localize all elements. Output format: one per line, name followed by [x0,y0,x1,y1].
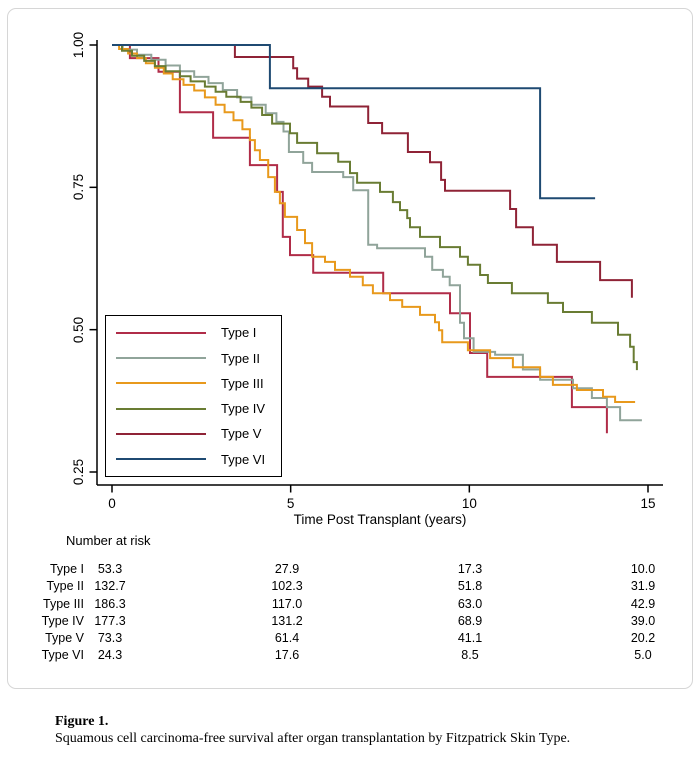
legend-item-type-ii: Type II [116,345,281,370]
x-tick-label: 5 [286,496,295,511]
legend-swatch-type-ii [116,357,206,359]
risk-value: 68.9 [457,614,483,628]
risk-value: 39.0 [630,614,656,628]
y-tick-label: 0.25 [71,458,86,486]
km-curve-type-ii [112,44,642,422]
legend-swatch-type-v [116,432,206,435]
y-tick-label: 0.75 [71,174,86,201]
risk-value: 63.0 [457,597,483,611]
km-curve-type-vi [112,44,596,200]
risk-row-label: Type I [49,562,84,576]
risk-row-type-i: Type I 53.3 27.9 17.3 10.0 [0,562,700,579]
number-at-risk-heading: Number at risk [66,533,151,548]
figure-caption-label: Figure 1. [55,714,109,729]
legend-swatch-type-iii [116,382,206,385]
y-tick-label: 0.50 [71,316,86,343]
km-curve-type-v [112,44,633,298]
risk-value: 42.9 [630,597,656,611]
km-survival-plot [89,40,663,493]
legend-label: Type III [221,375,264,391]
legend-swatch-type-vi [116,458,206,461]
legend-box: Type I Type II Type III Type IV Type V T… [105,315,282,477]
risk-row-type-v: Type V 73.3 61.4 41.1 20.2 [0,631,700,648]
risk-value: 17.3 [457,562,483,576]
risk-value: 5.0 [634,648,652,662]
legend-swatch-type-i [116,331,206,334]
risk-value: 24.3 [97,648,123,662]
risk-value: 73.3 [97,631,123,645]
risk-row-type-iv: Type IV 177.3 131.2 68.9 39.0 [0,614,700,631]
risk-value: 8.5 [461,648,479,662]
risk-value: 61.4 [274,631,300,645]
risk-value: 31.9 [630,579,656,593]
risk-row-label: Type III [43,597,84,611]
km-curve-type-iv [112,44,638,371]
y-tick-label: 1.00 [71,31,86,59]
risk-row-label: Type II [46,579,84,593]
x-axis-title: Time Post Transplant (years) [293,512,467,527]
risk-value: 51.8 [457,579,483,593]
risk-value: 186.3 [94,597,126,611]
risk-row-type-vi: Type VI 24.3 17.6 8.5 5.0 [0,648,700,665]
risk-value: 10.0 [630,562,656,576]
legend-swatch-type-iv [116,407,206,410]
risk-value: 131.2 [271,614,303,628]
risk-value: 41.1 [457,631,483,645]
figure-caption-text: Squamous cell carcinoma-free survival af… [55,731,571,746]
risk-value: 20.2 [630,631,656,645]
risk-value: 17.6 [274,648,300,662]
risk-row-label: Type IV [41,614,84,628]
x-tick-label: 15 [640,496,656,511]
legend-label: Type VI [221,451,266,467]
legend-item-type-vi: Type VI [116,447,281,472]
risk-value: 102.3 [271,579,303,593]
risk-value: 53.3 [97,562,123,576]
risk-value: 132.7 [94,579,126,593]
legend-item-type-iv: Type IV [116,396,281,421]
figure-border [7,8,693,689]
legend-label: Type II [221,350,261,366]
risk-row-label: Type V [45,631,84,645]
legend-item-type-v: Type V [116,421,281,446]
risk-row-type-iii: Type III 186.3 117.0 63.0 42.9 [0,597,700,614]
km-curve-type-iii [112,44,636,403]
legend-label: Type V [221,426,262,442]
risk-row-type-ii: Type II 132.7 102.3 51.8 31.9 [0,579,700,596]
legend-item-type-i: Type I [116,320,281,345]
risk-row-label: Type VI [41,648,84,662]
legend-item-type-iii: Type III [116,371,281,396]
risk-value: 27.9 [274,562,300,576]
risk-value: 117.0 [271,597,303,611]
risk-value: 177.3 [94,614,126,628]
figure-caption: Figure 1. Squamous cell carcinoma-free s… [55,713,675,747]
x-tick-label: 0 [108,496,116,511]
legend-label: Type I [221,325,257,341]
legend-label: Type IV [221,401,266,417]
x-tick-label: 10 [461,496,477,511]
